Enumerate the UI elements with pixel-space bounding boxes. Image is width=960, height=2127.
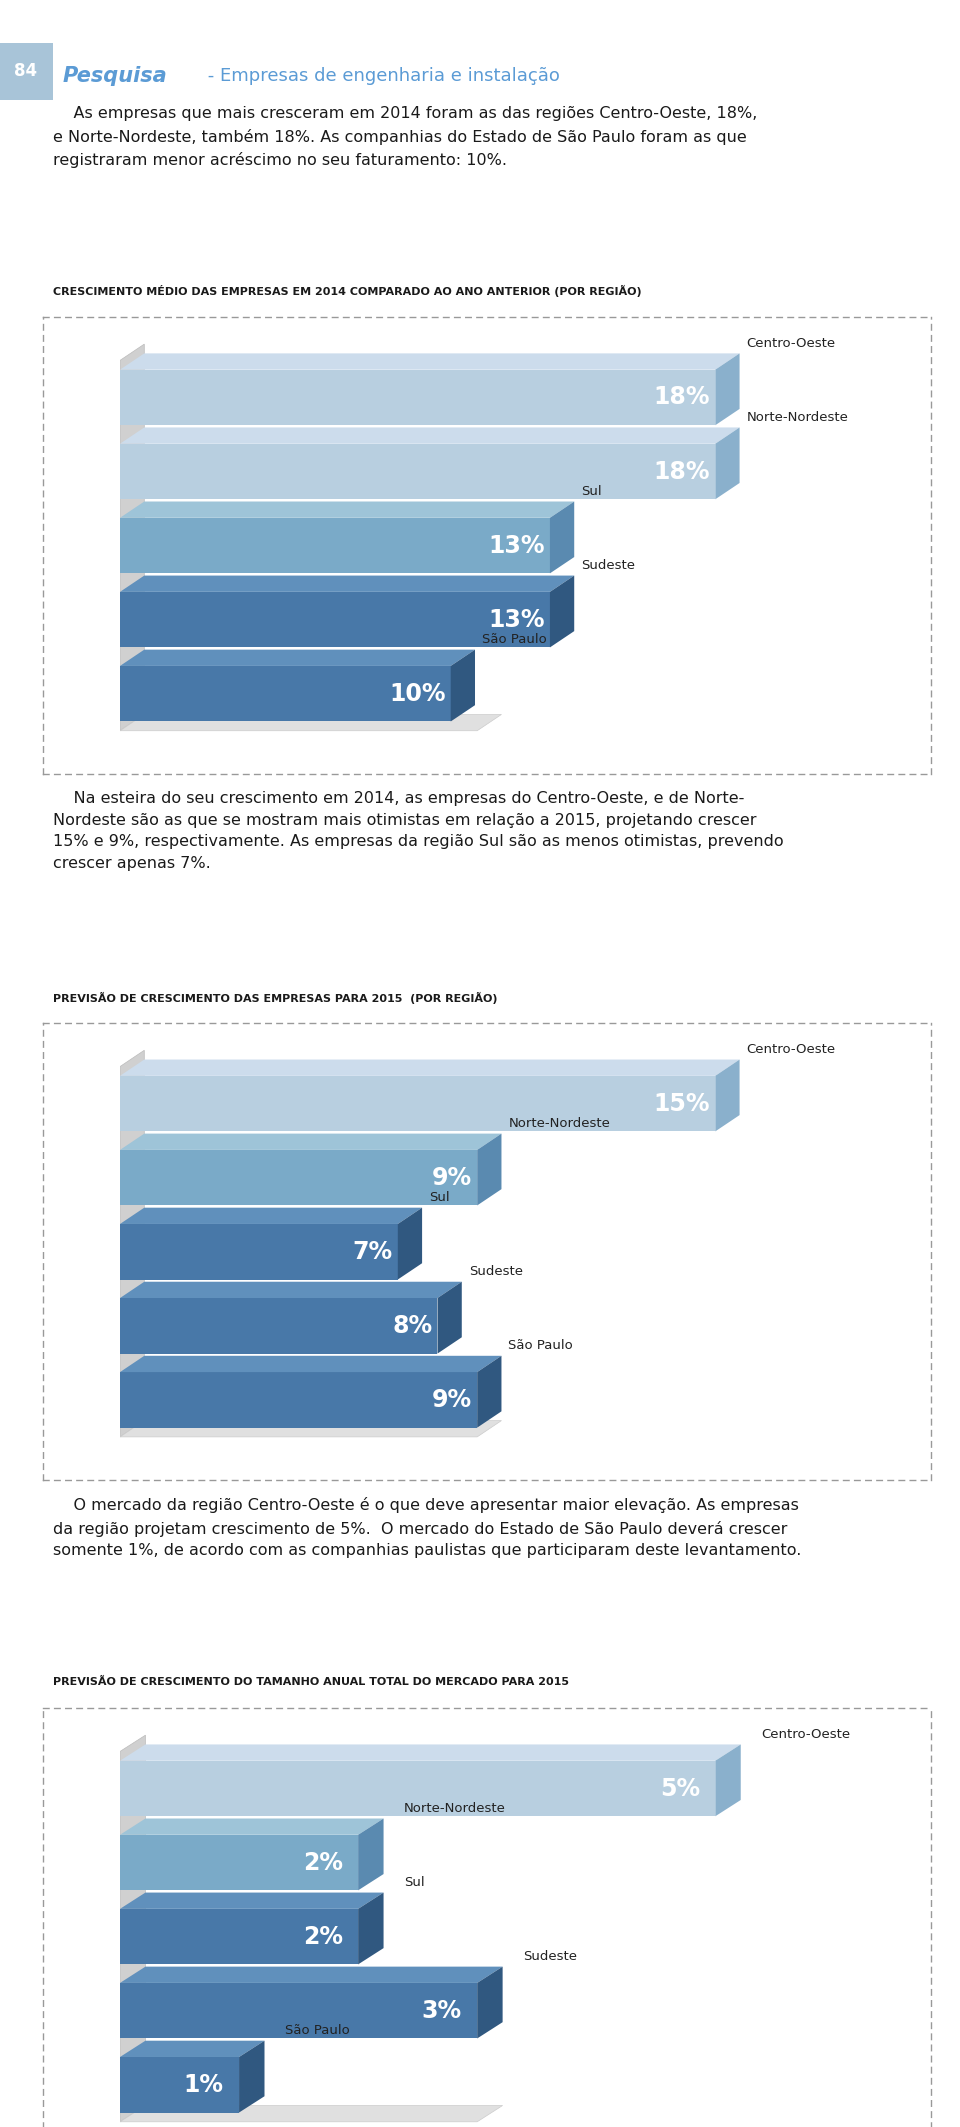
Polygon shape — [120, 502, 574, 517]
Text: 18%: 18% — [654, 385, 710, 408]
Polygon shape — [358, 1893, 384, 1965]
Bar — [0, 43, 53, 100]
Text: 13%: 13% — [489, 608, 544, 632]
Text: Norte-Nordeste: Norte-Nordeste — [509, 1117, 611, 1129]
Text: 5%: 5% — [660, 1776, 700, 1799]
Text: 3%: 3% — [421, 1999, 462, 2023]
Text: Sul: Sul — [429, 1191, 449, 1204]
Polygon shape — [477, 1355, 501, 1427]
Text: Centro-Oeste: Centro-Oeste — [761, 1727, 851, 1740]
Text: 10%: 10% — [389, 683, 445, 706]
Polygon shape — [451, 649, 475, 721]
Bar — [120, 1761, 715, 1816]
Text: O mercado da região Centro-Oeste é o que deve apresentar maior elevação. As empr: O mercado da região Centro-Oeste é o que… — [53, 1497, 802, 1559]
Polygon shape — [550, 576, 574, 647]
Polygon shape — [438, 1283, 462, 1353]
Polygon shape — [715, 353, 739, 425]
Text: Sul: Sul — [404, 1876, 424, 1889]
Bar — [120, 1076, 715, 1132]
Text: 9%: 9% — [432, 1166, 472, 1189]
Polygon shape — [120, 1355, 501, 1372]
Polygon shape — [477, 1967, 503, 2038]
Bar — [120, 1151, 477, 1206]
Text: Norte-Nordeste: Norte-Nordeste — [747, 411, 849, 423]
Polygon shape — [120, 1208, 422, 1223]
Text: Sudeste: Sudeste — [468, 1266, 522, 1278]
Text: 15%: 15% — [654, 1091, 710, 1115]
Text: CRESCIMENTO MÉDIO DAS EMPRESAS EM 2014 COMPARADO AO ANO ANTERIOR (POR REGIÃO): CRESCIMENTO MÉDIO DAS EMPRESAS EM 2014 C… — [53, 285, 641, 298]
Text: 1%: 1% — [183, 2074, 224, 2097]
Text: Centro-Oeste: Centro-Oeste — [747, 1042, 835, 1055]
Text: PREVISÃO DE CRESCIMENTO DAS EMPRESAS PARA 2015  (POR REGIÃO): PREVISÃO DE CRESCIMENTO DAS EMPRESAS PAR… — [53, 991, 497, 1004]
Text: São Paulo: São Paulo — [509, 1340, 573, 1353]
Text: 18%: 18% — [654, 459, 710, 483]
Polygon shape — [120, 2040, 265, 2057]
Bar — [120, 1982, 477, 2038]
Polygon shape — [120, 1059, 739, 1076]
Bar — [120, 591, 550, 647]
Bar — [120, 1372, 477, 1427]
Polygon shape — [715, 1744, 741, 1816]
Polygon shape — [120, 1134, 501, 1151]
Text: São Paulo: São Paulo — [285, 2025, 349, 2038]
Text: 2%: 2% — [302, 1850, 343, 1874]
Polygon shape — [120, 576, 574, 591]
Text: Sudeste: Sudeste — [523, 1950, 577, 1963]
Text: Pesquisa: Pesquisa — [62, 66, 167, 85]
Polygon shape — [120, 1421, 501, 1438]
Bar — [120, 666, 451, 721]
Text: Centro-Oeste: Centro-Oeste — [747, 336, 835, 349]
Polygon shape — [239, 2040, 265, 2112]
Bar — [120, 1836, 358, 1891]
Text: 13%: 13% — [489, 534, 544, 557]
Polygon shape — [120, 1736, 146, 2123]
Polygon shape — [120, 1283, 462, 1297]
Polygon shape — [120, 1744, 741, 1761]
Bar — [120, 1223, 397, 1280]
Polygon shape — [715, 428, 739, 500]
Bar — [120, 1297, 438, 1353]
Text: 8%: 8% — [393, 1314, 432, 1338]
Text: 2%: 2% — [302, 1925, 343, 1948]
Polygon shape — [120, 1893, 384, 1908]
Polygon shape — [120, 345, 144, 732]
Polygon shape — [120, 1051, 144, 1438]
Text: As empresas que mais cresceram em 2014 foram as das regiões Centro-Oeste, 18%,
e: As empresas que mais cresceram em 2014 f… — [53, 106, 757, 168]
Text: Norte-Nordeste: Norte-Nordeste — [404, 1802, 506, 1814]
Text: Na esteira do seu crescimento em 2014, as empresas do Centro-Oeste, e de Norte-
: Na esteira do seu crescimento em 2014, a… — [53, 791, 783, 872]
Text: Sudeste: Sudeste — [581, 559, 636, 572]
Polygon shape — [120, 715, 501, 732]
Polygon shape — [120, 1967, 503, 1982]
Bar — [120, 1908, 358, 1965]
Polygon shape — [397, 1208, 422, 1280]
Polygon shape — [120, 1819, 384, 1836]
Polygon shape — [120, 428, 739, 445]
Bar — [120, 2057, 239, 2112]
Bar — [120, 370, 715, 425]
Polygon shape — [477, 1134, 501, 1206]
Text: 7%: 7% — [352, 1240, 393, 1263]
Text: PREVISÃO DE CRESCIMENTO DO TAMANHO ANUAL TOTAL DO MERCADO PARA 2015: PREVISÃO DE CRESCIMENTO DO TAMANHO ANUAL… — [53, 1678, 568, 1687]
Polygon shape — [120, 2106, 503, 2123]
Text: - Empresas de engenharia e instalação: - Empresas de engenharia e instalação — [202, 66, 560, 85]
Text: 84: 84 — [14, 62, 37, 81]
Polygon shape — [358, 1819, 384, 1891]
Text: 9%: 9% — [432, 1389, 472, 1412]
Polygon shape — [550, 502, 574, 574]
Polygon shape — [120, 353, 739, 370]
Bar — [120, 517, 550, 574]
Polygon shape — [715, 1059, 739, 1132]
Polygon shape — [120, 649, 475, 666]
Text: Sul: Sul — [581, 485, 602, 498]
Text: São Paulo: São Paulo — [482, 634, 546, 647]
Bar — [120, 445, 715, 500]
